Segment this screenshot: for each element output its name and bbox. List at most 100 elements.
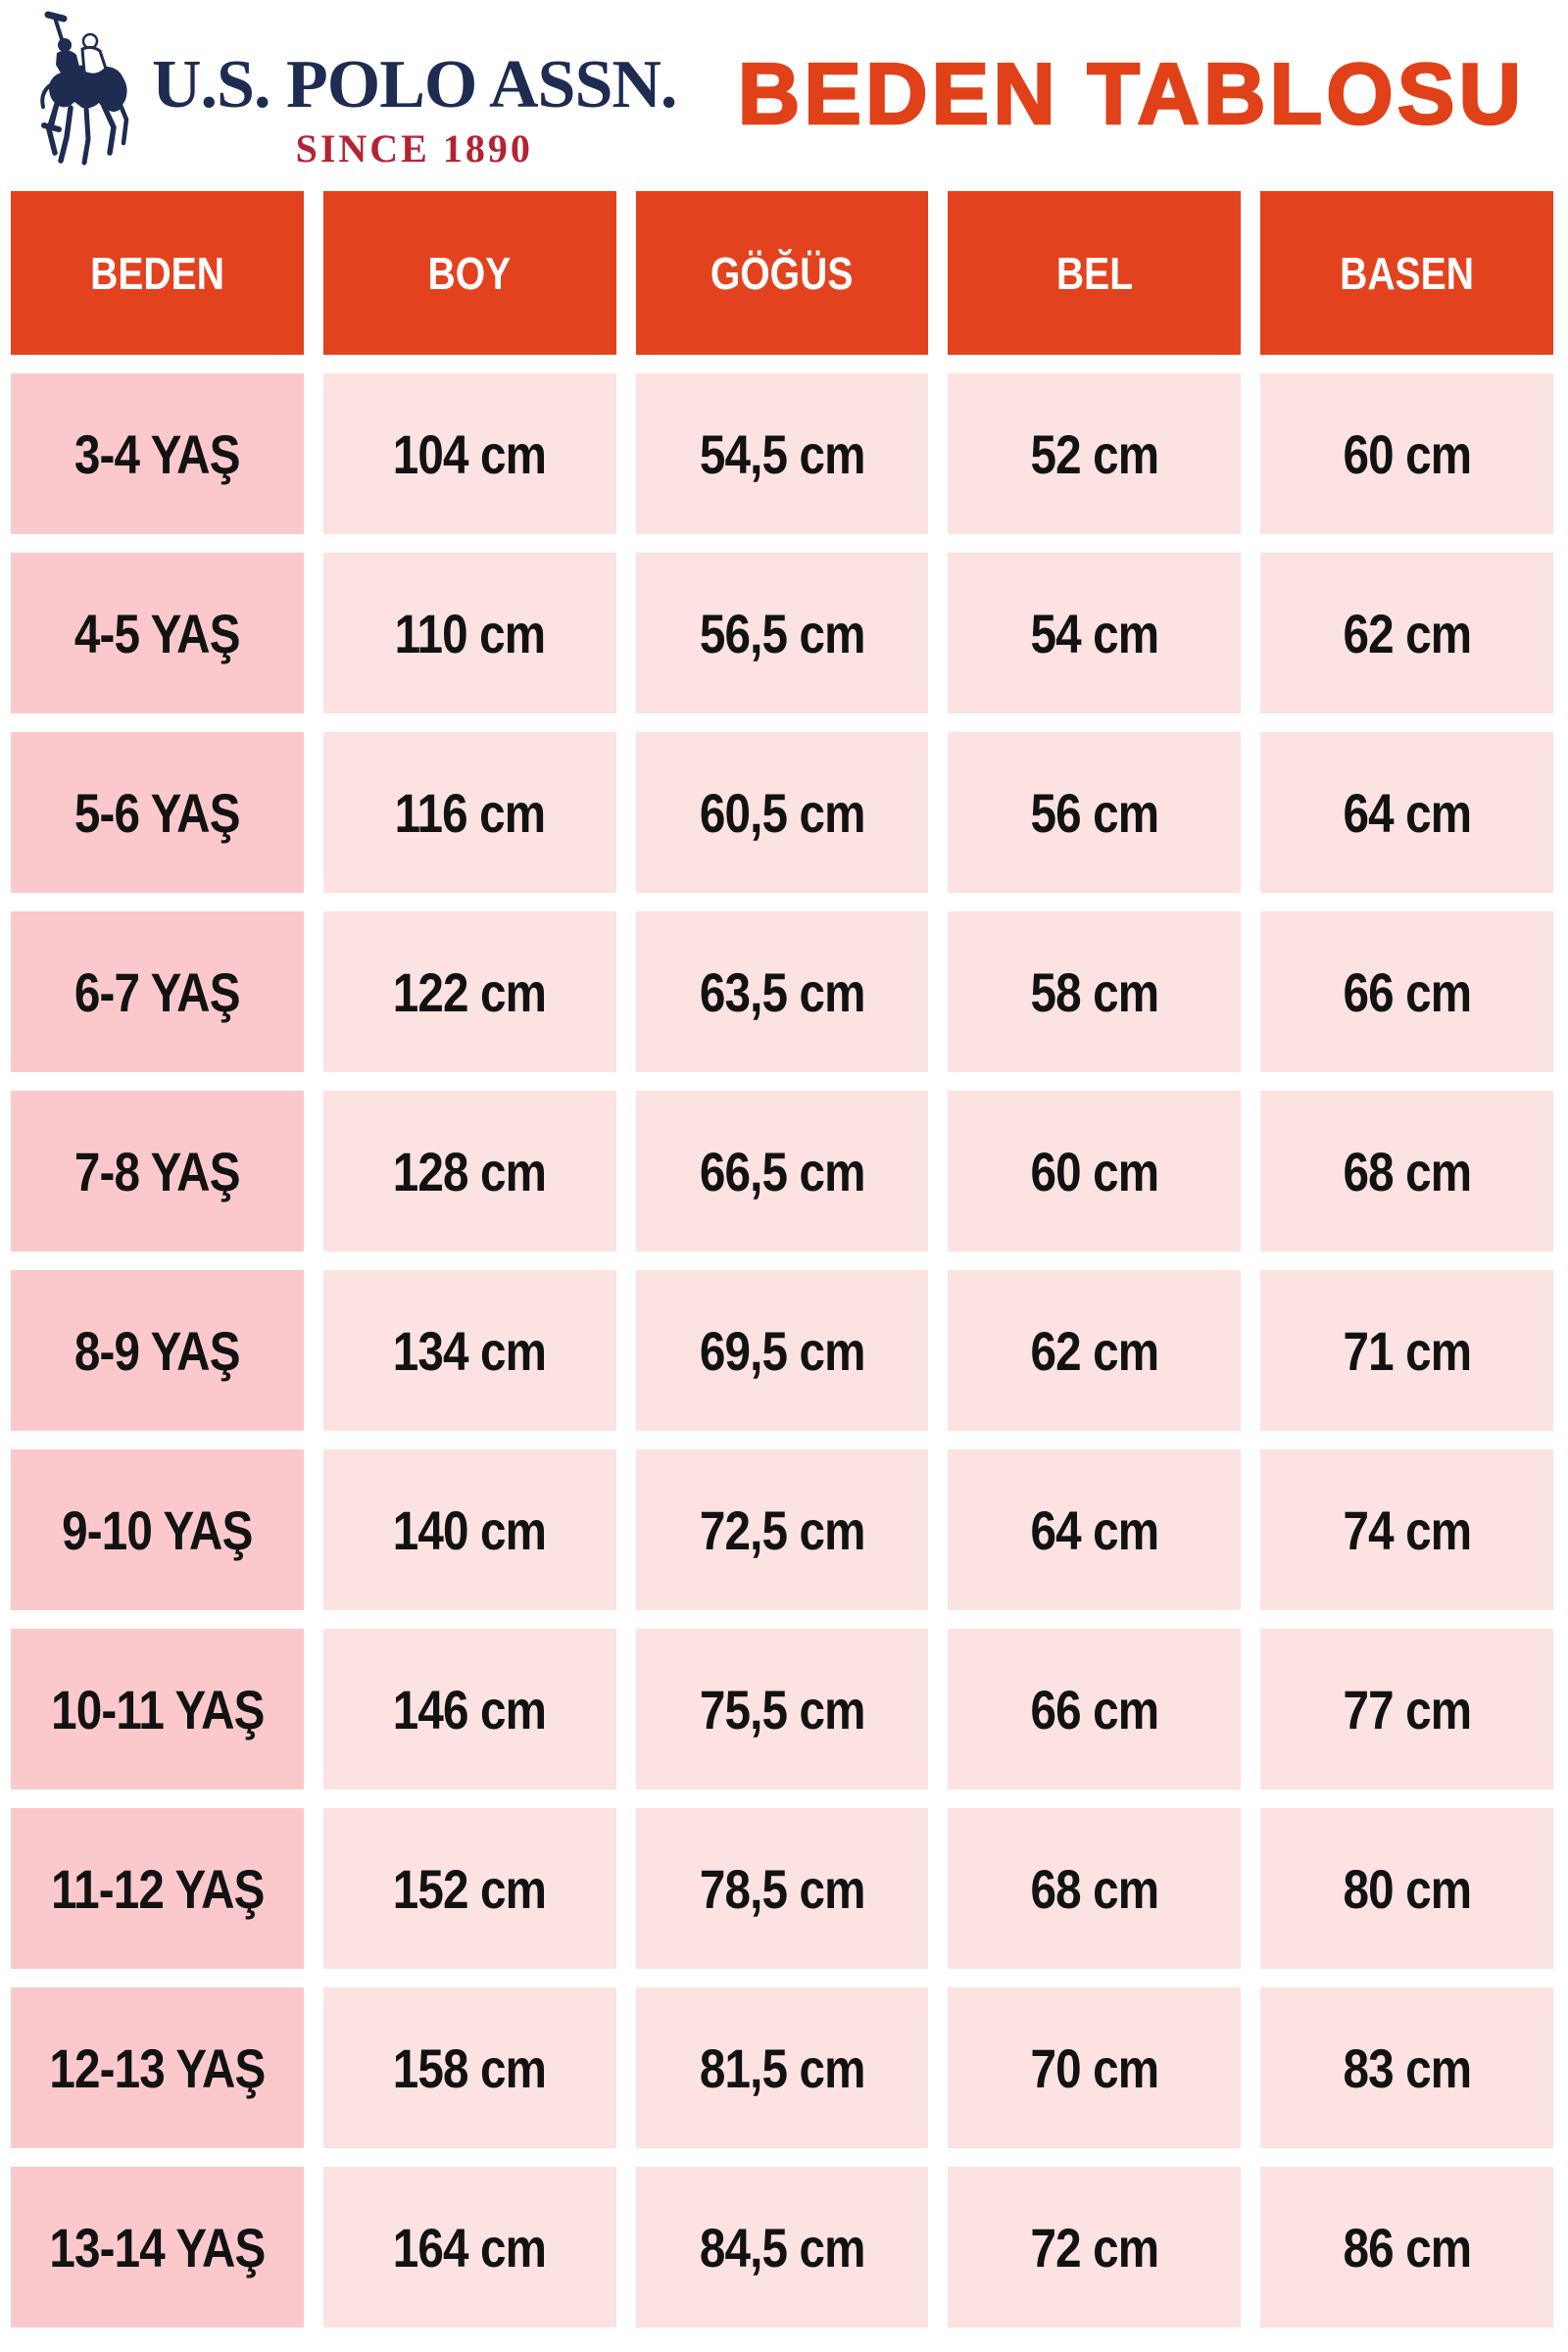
value-cell-label: 104 cm bbox=[393, 422, 547, 485]
value-cell-label: 56 cm bbox=[1030, 781, 1159, 844]
size-cell: 3-4 YAŞ bbox=[11, 373, 304, 534]
value-cell-label: 72 cm bbox=[1030, 2216, 1159, 2278]
value-cell: 58 cm bbox=[948, 911, 1242, 1072]
value-cell: 62 cm bbox=[948, 1270, 1242, 1431]
value-cell: 64 cm bbox=[1260, 732, 1553, 893]
size-cell-label: 5-6 YAŞ bbox=[74, 781, 241, 844]
header-cell: BOY bbox=[322, 191, 616, 355]
size-cell: 9-10 YAŞ bbox=[11, 1449, 304, 1610]
value-cell-label: 84,5 cm bbox=[699, 2216, 866, 2278]
value-cell-label: 83 cm bbox=[1343, 2036, 1472, 2099]
value-cell-label: 66,5 cm bbox=[699, 1140, 866, 1202]
value-cell: 104 cm bbox=[322, 373, 616, 534]
value-cell: 56,5 cm bbox=[635, 553, 929, 713]
value-cell: 134 cm bbox=[322, 1270, 616, 1431]
value-cell: 146 cm bbox=[322, 1629, 616, 1789]
value-cell: 66 cm bbox=[948, 1629, 1242, 1789]
size-cell: 11-12 YAŞ bbox=[11, 1808, 304, 1969]
size-cell-label: 6-7 YAŞ bbox=[74, 960, 241, 1023]
size-cell-label: 11-12 YAŞ bbox=[50, 1857, 265, 1920]
value-cell-label: 116 cm bbox=[394, 781, 546, 844]
size-cell: 10-11 YAŞ bbox=[11, 1629, 304, 1789]
header-cell: BASEN bbox=[1260, 191, 1553, 355]
value-cell-label: 68 cm bbox=[1343, 1140, 1472, 1202]
value-cell: 83 cm bbox=[1260, 1987, 1553, 2148]
size-cell: 6-7 YAŞ bbox=[11, 911, 304, 1072]
size-cell-label: 4-5 YAŞ bbox=[74, 602, 241, 664]
size-cell-label: 8-9 YAŞ bbox=[74, 1319, 241, 1382]
header-cell-label: BASEN bbox=[1340, 247, 1475, 299]
brand-text: U.S. POLO ASSN. SINCE 1890 bbox=[152, 47, 677, 171]
value-cell: 68 cm bbox=[1260, 1091, 1553, 1251]
brand-tagline: SINCE 1890 bbox=[295, 126, 533, 171]
value-cell-label: 68 cm bbox=[1030, 1857, 1159, 1920]
header-cell-label: BEL bbox=[1055, 247, 1133, 299]
value-cell-label: 60 cm bbox=[1343, 422, 1472, 485]
value-cell-label: 64 cm bbox=[1343, 781, 1472, 844]
header-cell-label: BEDEN bbox=[89, 247, 224, 299]
value-cell-label: 146 cm bbox=[393, 1678, 547, 1740]
size-cell: 12-13 YAŞ bbox=[11, 1987, 304, 2148]
size-cell-label: 3-4 YAŞ bbox=[74, 422, 241, 485]
size-cell: 8-9 YAŞ bbox=[11, 1270, 304, 1431]
header-cell: GÖĞÜS bbox=[635, 191, 929, 355]
value-cell-label: 128 cm bbox=[393, 1140, 547, 1202]
header: U.S. POLO ASSN. SINCE 1890 BEDEN TABLOSU bbox=[0, 0, 1568, 191]
value-cell: 116 cm bbox=[322, 732, 616, 893]
value-cell: 64 cm bbox=[948, 1449, 1242, 1610]
value-cell: 66 cm bbox=[1260, 911, 1553, 1072]
value-cell-label: 77 cm bbox=[1343, 1678, 1472, 1740]
value-cell-label: 164 cm bbox=[393, 2216, 547, 2278]
value-cell: 78,5 cm bbox=[635, 1808, 929, 1969]
value-cell-label: 81,5 cm bbox=[699, 2036, 866, 2099]
value-cell: 60 cm bbox=[948, 1091, 1242, 1251]
value-cell: 56 cm bbox=[948, 732, 1242, 893]
value-cell-label: 71 cm bbox=[1343, 1319, 1472, 1382]
value-cell: 110 cm bbox=[322, 553, 616, 713]
polo-players-icon bbox=[40, 11, 129, 166]
value-cell: 81,5 cm bbox=[635, 1987, 929, 2148]
value-cell: 72 cm bbox=[948, 2167, 1242, 2328]
value-cell: 77 cm bbox=[1260, 1629, 1553, 1789]
value-cell-label: 122 cm bbox=[393, 960, 547, 1023]
header-cell: BEL bbox=[948, 191, 1242, 355]
value-cell: 122 cm bbox=[322, 911, 616, 1072]
value-cell-label: 54 cm bbox=[1030, 602, 1159, 664]
value-cell: 54 cm bbox=[948, 553, 1242, 713]
value-cell: 80 cm bbox=[1260, 1808, 1553, 1969]
value-cell: 60,5 cm bbox=[635, 732, 929, 893]
value-cell: 140 cm bbox=[322, 1449, 616, 1610]
value-cell-label: 78,5 cm bbox=[699, 1857, 866, 1920]
value-cell-label: 158 cm bbox=[393, 2036, 547, 2099]
size-cell: 7-8 YAŞ bbox=[11, 1091, 304, 1251]
value-cell: 152 cm bbox=[322, 1808, 616, 1969]
value-cell-label: 134 cm bbox=[393, 1319, 547, 1382]
size-cell-label: 13-14 YAŞ bbox=[49, 2216, 266, 2278]
value-cell: 68 cm bbox=[948, 1808, 1242, 1969]
value-cell-label: 60,5 cm bbox=[699, 781, 866, 844]
value-cell: 86 cm bbox=[1260, 2167, 1553, 2328]
value-cell-label: 75,5 cm bbox=[699, 1678, 866, 1740]
value-cell-label: 64 cm bbox=[1030, 1498, 1159, 1561]
value-cell-label: 69,5 cm bbox=[699, 1319, 866, 1382]
value-cell: 74 cm bbox=[1260, 1449, 1553, 1610]
brand-name: U.S. POLO ASSN. bbox=[152, 47, 677, 122]
value-cell: 72,5 cm bbox=[635, 1449, 929, 1610]
value-cell-label: 86 cm bbox=[1343, 2216, 1472, 2278]
header-cell-label: GÖĞÜS bbox=[710, 247, 854, 299]
value-cell: 70 cm bbox=[948, 1987, 1242, 2148]
value-cell: 71 cm bbox=[1260, 1270, 1553, 1431]
brand-logo: U.S. POLO ASSN. SINCE 1890 bbox=[35, 8, 677, 171]
value-cell: 69,5 cm bbox=[635, 1270, 929, 1431]
value-cell-label: 140 cm bbox=[393, 1498, 547, 1561]
value-cell: 84,5 cm bbox=[635, 2167, 929, 2328]
value-cell: 62 cm bbox=[1260, 553, 1553, 713]
size-table: BEDEN BOY GÖĞÜS BEL BASEN 3-4 YAŞ 104 cm 54,5 c… bbox=[11, 191, 1553, 2328]
size-cell-label: 7-8 YAŞ bbox=[74, 1140, 241, 1202]
value-cell: 158 cm bbox=[322, 1987, 616, 2148]
value-cell-label: 72,5 cm bbox=[699, 1498, 866, 1561]
value-cell-label: 80 cm bbox=[1343, 1857, 1472, 1920]
size-cell: 13-14 YAŞ bbox=[11, 2167, 304, 2328]
value-cell: 54,5 cm bbox=[635, 373, 929, 534]
